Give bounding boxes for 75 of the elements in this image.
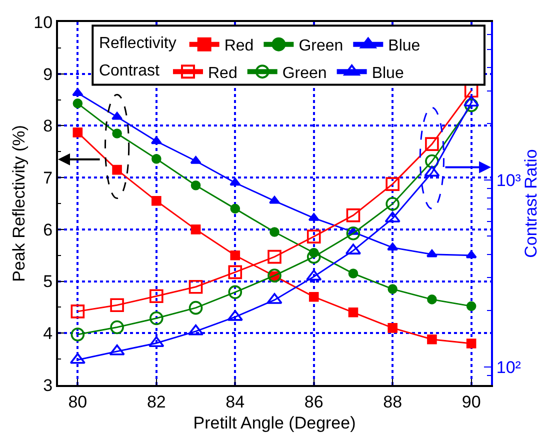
point — [190, 180, 201, 190]
y2-axis-title: Contrast Ratio — [521, 149, 540, 258]
point — [386, 177, 400, 191]
point — [386, 196, 400, 211]
point — [112, 164, 122, 175]
y-tick-label: 3 — [43, 376, 53, 395]
point — [150, 311, 164, 326]
point — [112, 128, 122, 138]
point — [70, 328, 85, 342]
point — [110, 320, 124, 334]
point — [268, 268, 282, 282]
y-tick-label: 9 — [43, 64, 53, 84]
point — [425, 137, 439, 151]
y-tick-label: 4 — [43, 324, 53, 344]
point — [425, 154, 439, 168]
point — [72, 128, 83, 138]
point — [230, 250, 240, 260]
point — [188, 300, 203, 315]
x-axis-title: Pretilt Angle (Degree) — [193, 413, 356, 432]
legend-label: Red — [208, 64, 238, 82]
point — [306, 250, 321, 264]
point — [426, 249, 438, 258]
point — [466, 250, 477, 258]
point — [230, 178, 241, 186]
point — [388, 284, 398, 294]
point — [348, 268, 358, 278]
point — [230, 204, 240, 214]
y2-tick-label: 10³ — [496, 170, 522, 190]
x-tick-label: 86 — [304, 392, 324, 412]
point — [270, 227, 280, 237]
point — [268, 250, 282, 264]
point — [152, 154, 162, 164]
point — [72, 98, 83, 108]
x-tick-label: 88 — [383, 392, 402, 412]
y2-tick-label: 10² — [496, 358, 522, 377]
point — [348, 308, 358, 318]
point — [150, 289, 164, 304]
y-tick-label: 10 — [34, 12, 53, 32]
x-tick-label: 80 — [68, 392, 88, 412]
legend-label: Green — [298, 38, 344, 55]
x-tick-label: 84 — [226, 392, 245, 412]
point — [70, 304, 85, 318]
point — [190, 224, 201, 234]
annotation: Contrast — [98, 62, 160, 80]
point — [152, 196, 162, 206]
y-tick-label: 5 — [43, 272, 53, 292]
legend-label: Blue — [372, 64, 404, 82]
point — [427, 334, 437, 344]
legend-label: Blue — [388, 38, 420, 55]
x-tick-label: 90 — [462, 392, 481, 412]
point — [188, 280, 203, 294]
point — [150, 136, 162, 144]
y-axis-title: Peak Reflectivity (%) — [10, 125, 29, 282]
point — [427, 294, 437, 304]
legend-label: Green — [282, 64, 327, 82]
point — [148, 336, 164, 348]
point — [306, 230, 321, 244]
point — [346, 226, 360, 240]
legend-label: Red — [224, 38, 254, 55]
point — [466, 301, 476, 312]
point — [466, 338, 476, 348]
point — [308, 292, 319, 302]
point — [424, 166, 440, 177]
y-tick-label: 6 — [43, 220, 53, 240]
point — [464, 98, 478, 112]
point — [228, 265, 242, 280]
y-tick-label: 7 — [43, 168, 53, 188]
point — [306, 270, 322, 281]
point — [110, 298, 124, 312]
annotation: Reflectivity — [98, 35, 176, 52]
y-tick-label: 8 — [43, 116, 53, 136]
point — [228, 285, 242, 300]
point — [388, 323, 398, 333]
x-tick-label: 82 — [146, 392, 166, 412]
point — [346, 208, 360, 222]
